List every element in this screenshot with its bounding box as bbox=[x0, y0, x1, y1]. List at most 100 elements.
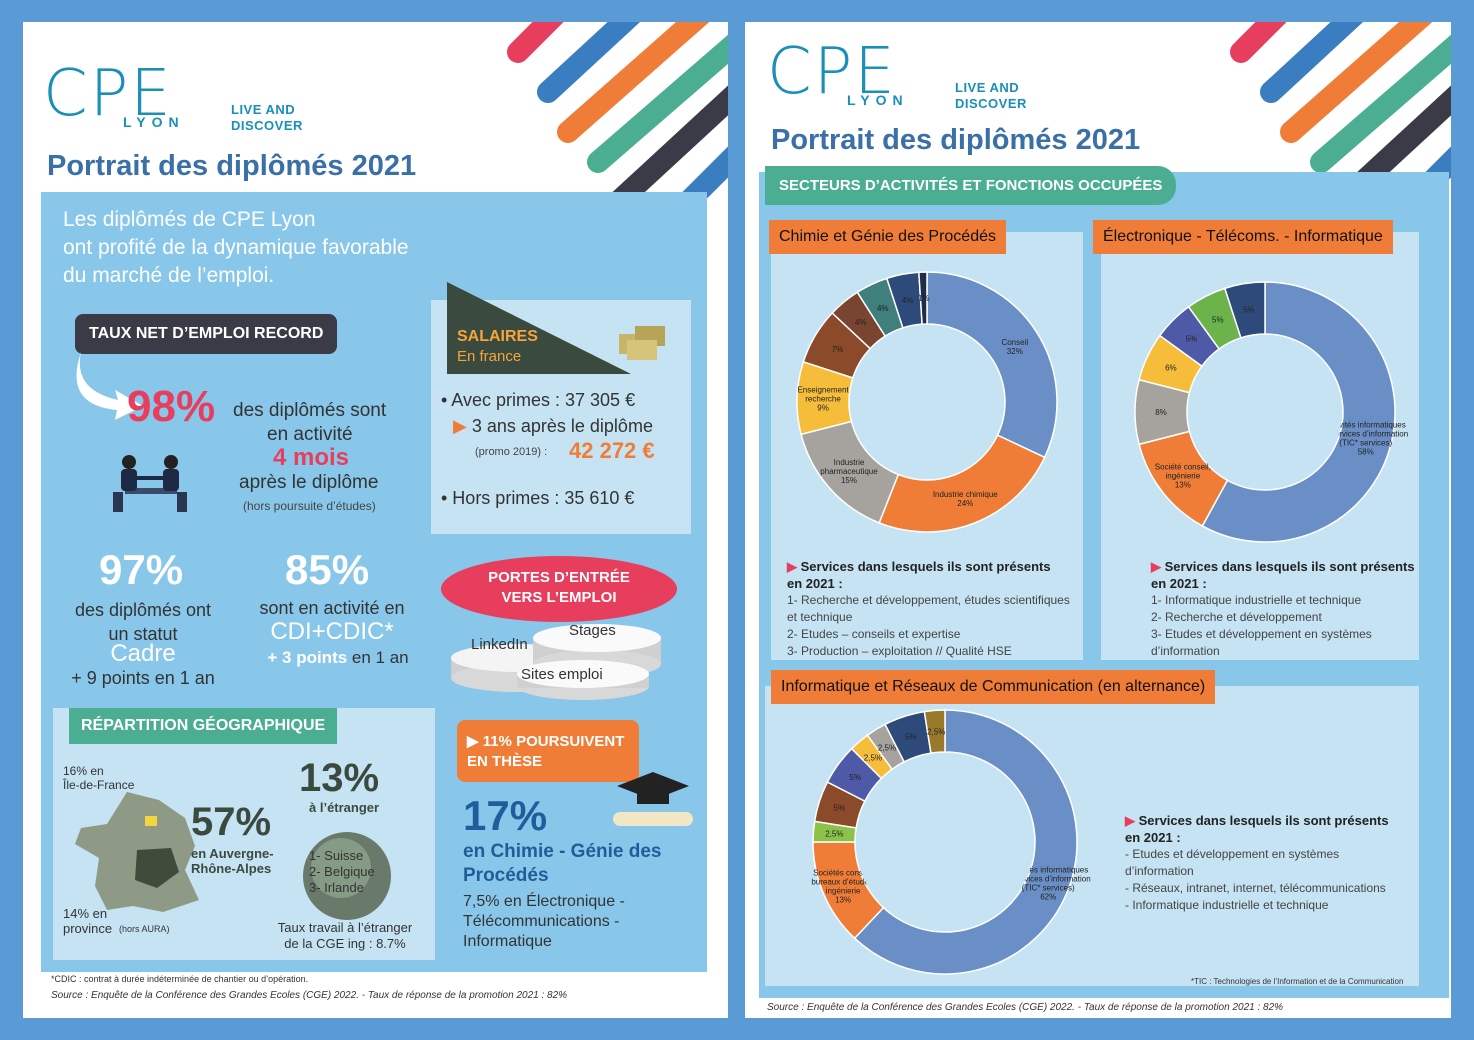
arrow-icon bbox=[76, 352, 143, 420]
slice-autres-secteurs bbox=[1223, 281, 1266, 339]
irc-title: Informatique et Réseaux de Communication… bbox=[771, 670, 1216, 704]
salaire-promo: (promo 2019) : bbox=[475, 446, 548, 458]
cpe-logo: CPE bbox=[767, 35, 897, 109]
slice-label: Société conseil, ingénierie 13% bbox=[1155, 463, 1211, 490]
stat-98-line2: en activité bbox=[267, 424, 353, 445]
globe-icon bbox=[303, 832, 391, 920]
geo-province: 14% en province bbox=[63, 906, 113, 936]
these-pill bbox=[457, 720, 639, 782]
stat-85-text: sont en activité en bbox=[259, 598, 405, 618]
source: Source : Enquête de la Conférence des Gr… bbox=[51, 990, 568, 1001]
stat-97-points: + 9 points en 1 an bbox=[71, 668, 215, 688]
stat-98-line1: des diplômés sont bbox=[233, 400, 387, 421]
slice-label: 2,5% bbox=[864, 754, 882, 763]
slice-label: 8% bbox=[1155, 408, 1167, 417]
these-17-sub: en Chimie - Génie des Procédés bbox=[463, 841, 662, 886]
slice-label: 6% bbox=[1165, 364, 1177, 373]
geo-idf: 16% en Île-de-France bbox=[63, 764, 135, 792]
slice-label: Activités informatiques & services d’info… bbox=[1006, 865, 1091, 901]
stat-85: 85% bbox=[285, 546, 370, 593]
slice-label: 5% bbox=[1186, 334, 1198, 343]
tagline: LIVE AND DISCOVER bbox=[231, 102, 303, 133]
salaires-triangle bbox=[447, 282, 631, 374]
slice-label: 5% bbox=[834, 804, 846, 813]
tic-note: *TIC : Technologies de l’Information et … bbox=[1191, 977, 1404, 986]
elec-donut: Activités informatiques & services d’info… bbox=[1134, 281, 1408, 543]
slice-activit-s-juridiques-et-comptables bbox=[923, 709, 946, 754]
handshake-illustration bbox=[113, 455, 187, 512]
cpe-logo: CPE bbox=[43, 57, 173, 131]
slice-industrie-chimique bbox=[878, 434, 1046, 533]
geo-13-sub: à l’étranger bbox=[309, 800, 380, 815]
slice-label: Enseignement recherche 9% bbox=[797, 386, 849, 413]
these-title: ▶ 11% POURSUIVENT EN THÈSE bbox=[467, 733, 625, 770]
money-icon bbox=[619, 326, 665, 360]
donut-hole bbox=[856, 753, 1034, 931]
section-title: SECTEURS D’ACTIVITÉS ET FONCTIONS OCCUPÉ… bbox=[765, 166, 1177, 205]
stat-85-cdi: CDI+CDIC* bbox=[270, 618, 394, 645]
page-right: CPE LYON LIVE AND DISCOVER Portrait des … bbox=[745, 22, 1451, 1018]
donut-hole bbox=[850, 325, 1004, 479]
slice-conseil bbox=[926, 271, 1058, 459]
geo-title: RÉPARTITION GÉOGRAPHIQUE bbox=[69, 708, 338, 744]
slice-label: Sociétés conseil, bureaux d’études, ingéni… bbox=[811, 869, 875, 905]
slice-label: 7% bbox=[832, 345, 844, 354]
portes-sites-emploi: Sites emploi bbox=[521, 666, 603, 683]
chimie-services: ▶ Services dans lesquels ils sont présen… bbox=[787, 559, 1070, 658]
stat-98: 98% bbox=[127, 382, 216, 431]
geo-countries: 1- Suisse 2- Belgique 3- Irlande bbox=[309, 848, 375, 895]
donut-hole bbox=[1188, 335, 1342, 489]
stat-97-text: des diplômés ont un statut bbox=[74, 600, 212, 644]
slice-label: 1% bbox=[918, 294, 930, 303]
source: Source : Enquête de la Conférence des Gr… bbox=[767, 1002, 1284, 1013]
geo-province-note: (hors AURA) bbox=[119, 924, 170, 934]
graduation-icon bbox=[613, 772, 693, 826]
chimie-title: Chimie et Génie des Procédés bbox=[769, 220, 1006, 254]
slice-label: 2,5% bbox=[825, 829, 843, 838]
portes-ellipse: PORTES D’ENTRÉE VERS L’EMPLOI bbox=[441, 556, 677, 622]
france-map bbox=[75, 792, 199, 912]
irc-donut: Activités informatiques & services d’info… bbox=[811, 709, 1091, 975]
stat-97: 97% bbox=[99, 546, 184, 593]
geo-57-sub: en Auvergne- Rhône-Alpes bbox=[191, 846, 274, 876]
geo-taux: Taux travail à l’étranger de la CGE ing … bbox=[277, 920, 413, 951]
slice-commerce bbox=[918, 271, 928, 325]
slice-label: 4% bbox=[855, 318, 867, 327]
logo-lyon: LYON bbox=[123, 114, 185, 130]
chimie-donut: Conseil 32% Industrie chimique 24% Industrie… bbox=[796, 271, 1058, 533]
footnote: *CDIC : contrat à durée indéterminée de … bbox=[51, 974, 309, 984]
stat-85-points: + 3 points en 1 an bbox=[267, 648, 409, 667]
slice-label: 5% bbox=[849, 773, 861, 782]
page-title: Portrait des diplômés 2021 bbox=[47, 150, 417, 182]
slice-label: 4% bbox=[877, 304, 889, 313]
slice-label: Industrie chimique 24% bbox=[933, 490, 998, 508]
portes-linkedin: LinkedIn bbox=[471, 636, 528, 653]
elec-title: Électronique - Télécoms. - Informatique bbox=[1093, 220, 1393, 254]
salaires-sub: En france bbox=[457, 348, 522, 365]
portes-cylinders bbox=[451, 624, 661, 700]
stat-98-months: 4 mois bbox=[273, 444, 350, 471]
page-title: Portrait des diplômés 2021 bbox=[771, 124, 1141, 156]
salaire-3ans-value: 42 272 € bbox=[569, 438, 655, 463]
salaires-title: SALAIRES bbox=[457, 328, 538, 345]
taux-pill: TAUX NET D’EMPLOI RECORD bbox=[75, 314, 338, 354]
slice-label: 4% bbox=[902, 296, 914, 305]
geo-13: 13% bbox=[299, 756, 380, 800]
page-left: CPE LYON LIVE AND DISCOVER Portrait des … bbox=[23, 22, 728, 1018]
irc-services: ▶ Services dans lesquels ils sont présen… bbox=[1125, 813, 1389, 912]
slice-label: 5% bbox=[905, 732, 917, 741]
tagline: LIVE AND DISCOVER bbox=[955, 80, 1027, 111]
stat-98-line4: après le diplôme bbox=[239, 472, 379, 493]
intro-text: Les diplômés de CPE Lyon ont profité de … bbox=[63, 208, 409, 287]
slice-label: Activités informatiques & services d’info… bbox=[1323, 420, 1408, 456]
slice-label: 2,5% bbox=[878, 743, 896, 752]
slice-label: Industrie pharmaceutique 15% bbox=[820, 458, 878, 485]
stat-98-note: (hors poursuite d’études) bbox=[243, 499, 376, 513]
salaire-avec-primes: • Avec primes : 37 305 € bbox=[441, 390, 636, 410]
slice-label: 5% bbox=[1212, 315, 1224, 324]
these-75: 7,5% en Électronique - Télécommunication… bbox=[463, 893, 625, 950]
slice-activit-s-informatiques-services-d-information-tic-services- bbox=[853, 709, 1078, 975]
salaire-3ans: ▶ 3 ans après le diplôme bbox=[453, 416, 653, 436]
logo-lyon: LYON bbox=[847, 92, 909, 108]
stat-97-cadre: Cadre bbox=[110, 640, 176, 667]
